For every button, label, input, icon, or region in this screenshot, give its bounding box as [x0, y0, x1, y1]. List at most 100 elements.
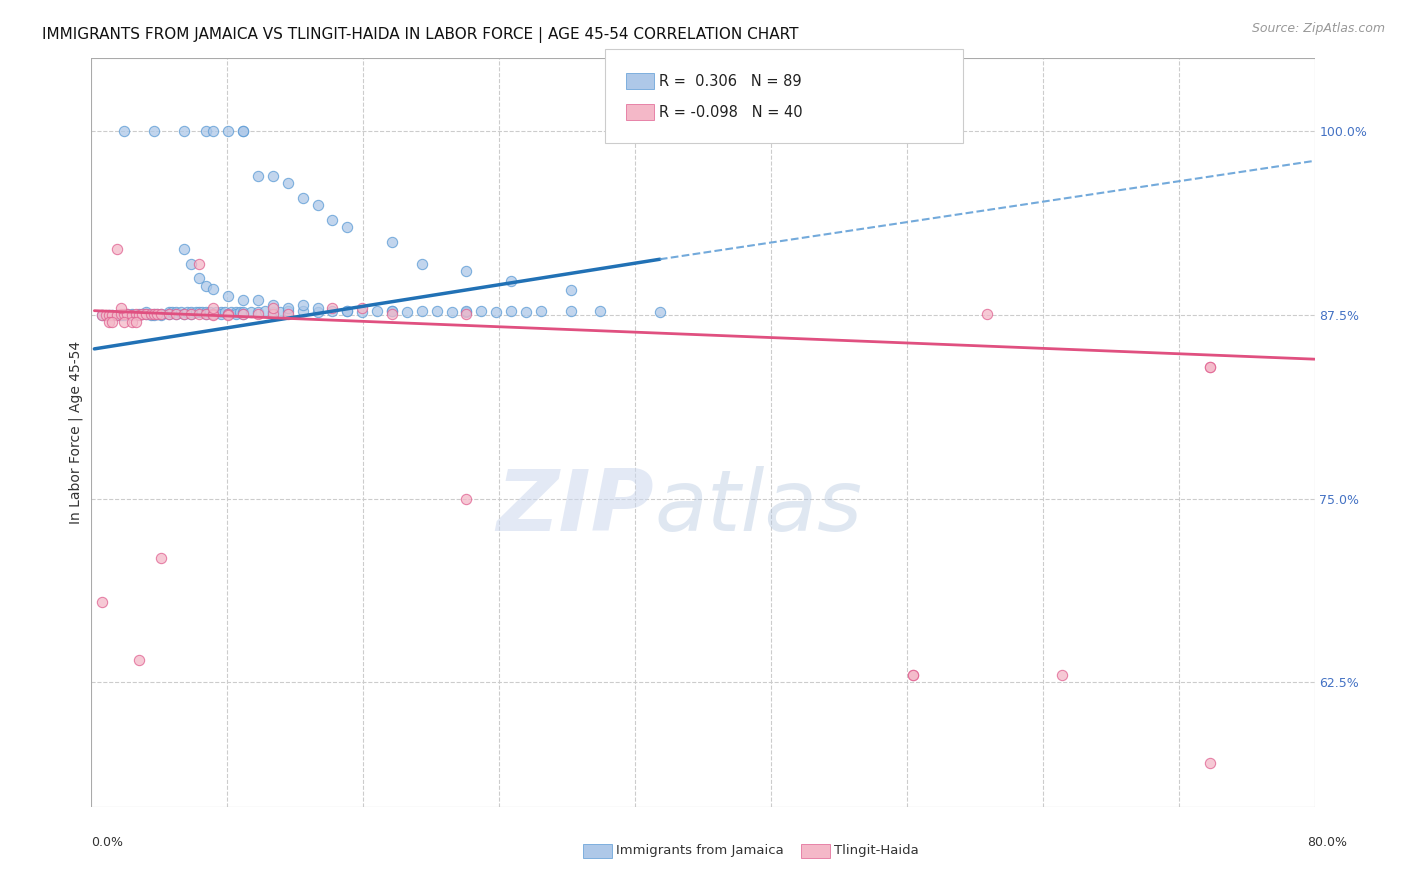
- Point: [142, 307, 165, 321]
- Point: [209, 305, 232, 319]
- Point: [202, 282, 225, 296]
- Point: [456, 264, 478, 278]
- Point: [135, 307, 157, 321]
- Point: [112, 124, 135, 138]
- Point: [176, 305, 198, 319]
- Point: [232, 124, 254, 138]
- Point: [232, 124, 254, 138]
- Point: [128, 653, 150, 667]
- Point: [589, 303, 612, 318]
- Point: [209, 307, 232, 321]
- Point: [202, 307, 225, 321]
- Point: [901, 668, 924, 682]
- Point: [277, 303, 299, 318]
- Point: [219, 305, 242, 319]
- Point: [232, 307, 254, 321]
- Point: [277, 307, 299, 321]
- Point: [105, 242, 128, 256]
- Point: [146, 307, 169, 321]
- Point: [1199, 756, 1222, 771]
- Point: [142, 308, 165, 322]
- Text: Source: ZipAtlas.com: Source: ZipAtlas.com: [1251, 22, 1385, 36]
- Point: [321, 212, 343, 227]
- Point: [105, 308, 128, 322]
- Point: [247, 293, 270, 308]
- Point: [187, 271, 209, 285]
- Point: [110, 301, 132, 315]
- Text: 80.0%: 80.0%: [1308, 837, 1347, 849]
- Point: [135, 307, 157, 321]
- Point: [1199, 359, 1222, 374]
- Point: [217, 308, 239, 322]
- Point: [202, 307, 225, 321]
- Point: [98, 315, 121, 329]
- Point: [125, 308, 148, 322]
- Point: [321, 303, 343, 318]
- Point: [165, 307, 187, 321]
- Point: [200, 305, 222, 319]
- Point: [440, 305, 463, 319]
- Point: [381, 303, 404, 318]
- Point: [125, 315, 148, 329]
- Point: [101, 308, 124, 322]
- Point: [530, 303, 553, 318]
- Point: [426, 303, 449, 318]
- Point: [139, 308, 162, 322]
- Point: [194, 124, 217, 138]
- Point: [291, 190, 314, 204]
- Point: [269, 305, 291, 319]
- Point: [485, 305, 508, 319]
- Point: [142, 307, 165, 321]
- Point: [214, 305, 236, 319]
- Point: [128, 308, 150, 322]
- Point: [160, 305, 183, 319]
- Point: [131, 307, 153, 321]
- Point: [277, 176, 299, 190]
- Text: Immigrants from Jamaica: Immigrants from Jamaica: [616, 845, 783, 857]
- Point: [187, 257, 209, 271]
- Point: [262, 169, 284, 183]
- Point: [121, 307, 143, 321]
- Point: [190, 305, 212, 319]
- Point: [291, 298, 314, 312]
- Point: [98, 308, 121, 322]
- Point: [976, 307, 998, 321]
- Text: ZIP: ZIP: [496, 466, 654, 549]
- Point: [157, 305, 180, 319]
- Point: [202, 124, 225, 138]
- Point: [366, 303, 388, 318]
- Point: [187, 307, 209, 321]
- Point: [173, 242, 195, 256]
- Point: [411, 303, 433, 318]
- Point: [470, 303, 492, 318]
- Point: [352, 301, 374, 315]
- Point: [247, 305, 270, 319]
- Point: [262, 301, 284, 315]
- Point: [194, 278, 217, 293]
- Point: [456, 303, 478, 318]
- Point: [205, 305, 228, 319]
- Point: [121, 308, 143, 322]
- Point: [139, 307, 162, 321]
- Point: [128, 307, 150, 321]
- Point: [381, 235, 404, 249]
- Point: [105, 308, 128, 322]
- Point: [112, 307, 135, 321]
- Point: [173, 124, 195, 138]
- Text: Tlingit-Haida: Tlingit-Haida: [834, 845, 918, 857]
- Point: [239, 305, 262, 319]
- Point: [411, 257, 433, 271]
- Point: [225, 307, 247, 321]
- Point: [456, 491, 478, 506]
- Point: [115, 307, 138, 321]
- Point: [277, 301, 299, 315]
- Point: [560, 303, 582, 318]
- Point: [125, 307, 148, 321]
- Point: [456, 305, 478, 319]
- Point: [115, 307, 138, 321]
- Point: [110, 307, 132, 321]
- Point: [101, 315, 124, 329]
- Point: [217, 289, 239, 303]
- Point: [336, 219, 359, 234]
- Point: [232, 293, 254, 308]
